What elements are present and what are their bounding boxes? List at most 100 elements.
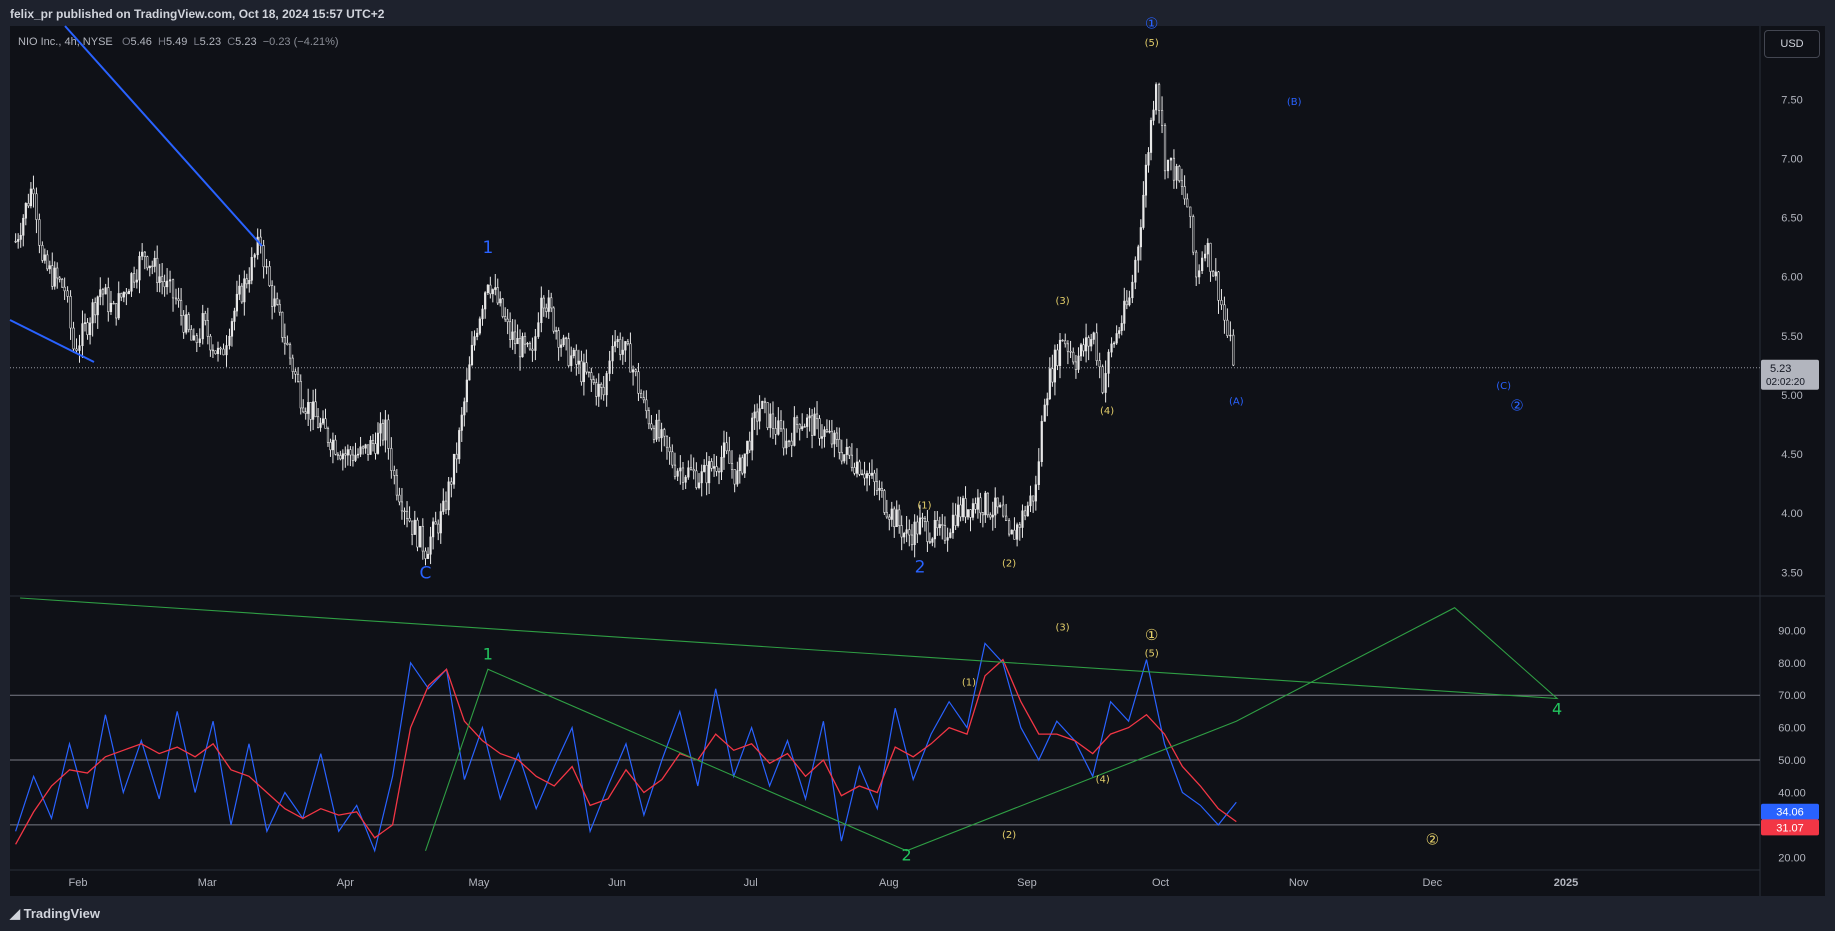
candle-body (29, 188, 33, 207)
candle-body (104, 287, 107, 295)
price-badge-countdown: 02:02:20 (1766, 377, 1805, 388)
rsi-tick-label-3: 50.00 (1778, 755, 1806, 767)
candle-body (926, 521, 929, 542)
candle-body (1095, 332, 1098, 361)
candle-body (928, 541, 931, 543)
chart-area[interactable] (10, 26, 1825, 896)
candle-body (855, 461, 859, 474)
candle-body (806, 417, 809, 427)
candle-body (976, 497, 980, 510)
candle-body (808, 415, 811, 419)
price-tick-label-5: 6.00 (1781, 272, 1802, 284)
candle-body (1180, 180, 1184, 187)
candle-body (51, 265, 54, 287)
candle-body (913, 521, 916, 546)
symbol-name: NIO Inc., 4h, NYSE (18, 36, 113, 48)
candle-body (288, 344, 292, 359)
candle-body (969, 509, 972, 518)
candle-body (908, 529, 911, 536)
candle-body (943, 525, 947, 541)
candle-body (496, 287, 499, 304)
candle-body (101, 289, 105, 295)
candle-body (499, 298, 502, 304)
candle-body (634, 369, 637, 373)
candle-body (362, 446, 365, 449)
candle-body (286, 342, 289, 345)
currency-button[interactable]: USD (1764, 30, 1820, 58)
time-tick-label-1: Mar (198, 877, 217, 889)
candle-body (951, 514, 955, 534)
candle-body (120, 293, 123, 298)
candle-body (158, 276, 161, 283)
candle-body (587, 371, 590, 374)
candle-body (174, 297, 178, 300)
candle-body (400, 501, 404, 512)
candle-body (470, 344, 474, 366)
candle-body (888, 516, 891, 520)
candle-body (949, 532, 952, 538)
candle-body (738, 457, 741, 472)
candle-body (225, 345, 228, 356)
candle-body (43, 254, 46, 261)
candle-body (905, 529, 908, 534)
candle-body (550, 297, 553, 309)
candle-body (403, 510, 406, 513)
candle-body (245, 278, 248, 285)
candle-body (991, 514, 994, 518)
axes-layer: 3.50 4.00 4.50 5.00 5.50 6.00 6.50 7.00 7.50 20.0… (69, 94, 1819, 889)
candles-layer (14, 82, 1235, 566)
candle-body (46, 254, 49, 270)
tradingview-logo[interactable]: ◢ TradingView (10, 906, 100, 921)
candle-body (371, 440, 375, 444)
candle-body (491, 289, 494, 295)
candle-body (1183, 186, 1186, 200)
candle-body (187, 314, 190, 330)
candle-body (753, 411, 756, 419)
candle-body (572, 349, 575, 357)
candle-body (787, 440, 791, 443)
rsi-tick-label-5: 70.00 (1778, 690, 1806, 702)
candle-body (1092, 332, 1095, 340)
candle-body (1144, 164, 1148, 196)
candle-body (1034, 484, 1037, 502)
candle-body (777, 420, 780, 435)
candle-body (999, 504, 1002, 508)
candle-body (206, 320, 209, 337)
candle-body (1032, 495, 1035, 502)
candle-body (611, 345, 614, 362)
candle-body (1048, 368, 1051, 400)
rsi-wave-label-1: 2 (902, 846, 912, 865)
candle-body (1043, 404, 1046, 422)
candle-body (657, 419, 661, 439)
candle-body (434, 521, 437, 525)
price-badge-bg (1761, 359, 1819, 390)
candle-body (364, 444, 367, 449)
candle-body (1131, 281, 1134, 299)
candle-body (560, 344, 563, 348)
candle-body (774, 428, 777, 435)
candle-body (898, 509, 901, 526)
candle-body (570, 355, 573, 366)
candle-body (531, 348, 534, 351)
candle-body (885, 512, 888, 518)
candle-body (307, 402, 310, 414)
candle-body (557, 330, 560, 348)
candle-body (1110, 343, 1113, 353)
candle-body (494, 287, 497, 290)
candle-body (405, 511, 409, 519)
candle-body (878, 487, 881, 491)
rsi-wave-label-2: 4 (1552, 700, 1562, 719)
candle-body (758, 408, 761, 422)
price-wave-label-9: (A) (1229, 396, 1244, 407)
candle-body (820, 436, 824, 439)
candle-body (918, 517, 922, 535)
candle-body (177, 298, 180, 301)
candle-body (771, 413, 775, 429)
candle-body (27, 203, 30, 207)
rsi-tick-label-2: 40.00 (1778, 787, 1806, 799)
candle-body (1149, 120, 1153, 153)
candle-body (195, 335, 198, 343)
rsi-badge-bg (1761, 803, 1819, 820)
time-tick-label-7: Sep (1017, 877, 1037, 889)
